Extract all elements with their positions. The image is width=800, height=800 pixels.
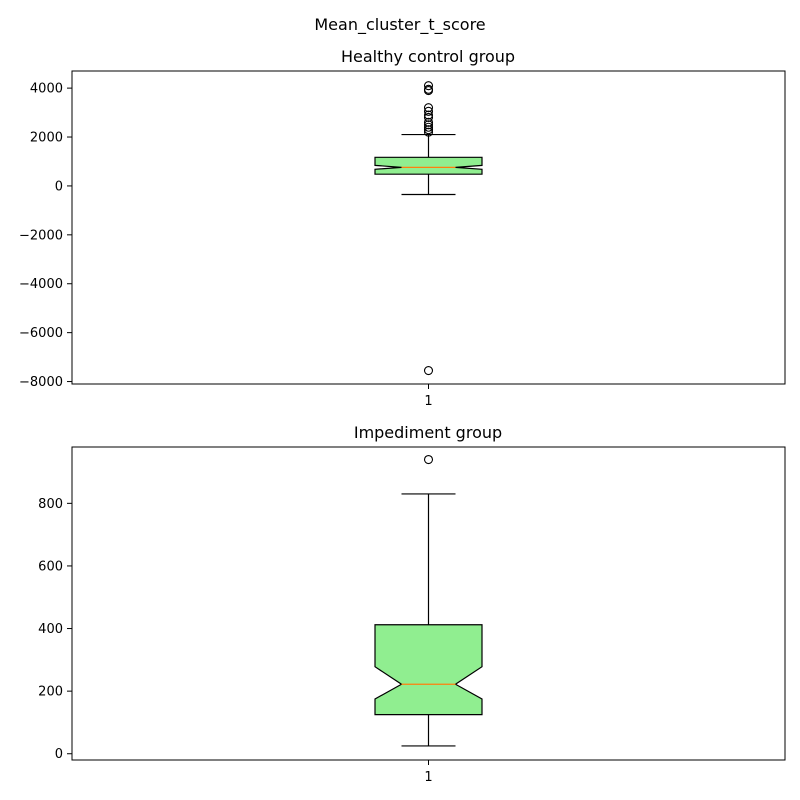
y-tick-label: 600 <box>38 559 63 574</box>
y-tick-label: 4000 <box>30 82 63 97</box>
box-body <box>374 624 483 716</box>
box-body <box>374 156 483 175</box>
outlier-point <box>423 103 434 113</box>
y-tick-label: −2000 <box>19 228 63 243</box>
outlier-point <box>423 81 434 91</box>
outlier-point <box>423 454 434 465</box>
subplot-title: Impediment group <box>354 423 502 442</box>
y-tick-label: 200 <box>38 685 63 700</box>
outlier-point <box>423 125 434 135</box>
outlier-point <box>423 127 434 137</box>
outlier-point <box>423 84 434 94</box>
outlier-point <box>423 120 434 130</box>
outlier-point <box>423 366 434 376</box>
y-tick-label: 2000 <box>30 131 63 146</box>
y-tick-label: 0 <box>55 179 63 194</box>
outlier-point <box>423 112 434 123</box>
subplot-title: Healthy control group <box>341 47 515 66</box>
y-tick-label: −6000 <box>19 326 63 341</box>
figure-suptitle: Mean_cluster_t_score <box>314 15 485 35</box>
outlier-point <box>423 122 434 132</box>
y-tick-label: 0 <box>55 747 63 762</box>
boxplot-marks: 800 600 400 200 0 1 <box>38 454 483 785</box>
y-tick-label: −8000 <box>19 375 63 390</box>
outlier-point <box>423 110 434 120</box>
subplot-healthy-control: Healthy control group 4000 2000 0 −2000 −400… <box>19 47 786 409</box>
y-tick-label: 800 <box>38 497 63 512</box>
subplot-impediment: Impediment group 800 600 400 200 0 1 <box>38 423 786 785</box>
outlier-point <box>423 117 434 127</box>
x-tick-label: 1 <box>424 394 432 409</box>
y-tick-label: −4000 <box>19 277 63 292</box>
y-tick-label: 400 <box>38 622 63 637</box>
x-tick-label: 1 <box>424 770 432 785</box>
outlier-point <box>423 106 434 116</box>
boxplot-marks: 4000 2000 0 −2000 −4000 −6000 −8000 1 <box>19 81 483 409</box>
